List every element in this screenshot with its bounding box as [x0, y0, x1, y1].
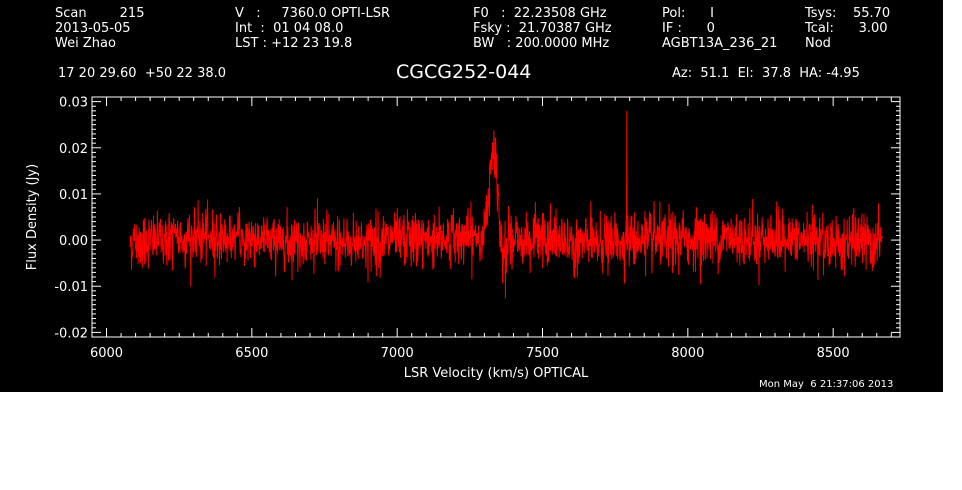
- header-pol-info: Pol: I IF : 0 AGBT13A_236_21: [662, 6, 777, 51]
- header-velocity-info: V : 7360.0 OPTI-LSR Int : 01 04 08.0 LST :…: [235, 6, 390, 51]
- header-date: 2013-05-05: [55, 21, 131, 36]
- header-project: AGBT13A_236_21: [662, 36, 778, 51]
- spectrum-line: [129, 110, 883, 299]
- header-lst: LST : +12 23 19.8: [235, 36, 353, 51]
- source-coordinates: 17 20 29.60 +50 22 38.0: [58, 66, 227, 81]
- header-f0: F0 : 22.23508 GHz: [473, 6, 607, 21]
- header-scan: Scan 215: [55, 6, 145, 21]
- header-scan-info: Scan 215 2013-05-05 Wei Zhao: [55, 6, 144, 51]
- header-fsky: Fsky : 21.70387 GHz: [473, 21, 612, 36]
- spectrum-chart: Flux Density (Jy) 6000 6500 7000 7500 8000 85…: [25, 96, 901, 381]
- header-tsys-info: Tsys: 55.70 Tcal: 3.00 Nod: [805, 6, 890, 51]
- source-name: CGCG252-044: [396, 61, 532, 83]
- header-frequency-info: F0 : 22.23508 GHz Fsky : 21.70387 GHz BW :…: [473, 6, 612, 51]
- x-tick-label: 7500: [526, 346, 559, 361]
- header-tsys: Tsys: 55.70: [805, 6, 891, 21]
- axes: 6000 6500 7000 7500 8000 8500 -0.02 -0.01 0.00 0.…: [54, 96, 901, 381]
- y-tick-label: 0.01: [59, 188, 88, 203]
- y-tick-label: -0.02: [54, 326, 88, 341]
- header-if: IF : 0: [662, 21, 715, 36]
- header-observer: Wei Zhao: [55, 36, 116, 51]
- x-tick-label: 7000: [381, 346, 414, 361]
- x-tick-label: 8000: [671, 346, 704, 361]
- y-axis-label: Flux Density (Jy): [25, 164, 40, 270]
- header-pol: Pol: I: [662, 6, 714, 21]
- x-tick-label: 6000: [90, 346, 123, 361]
- plot-timestamp: Mon May 6 21:37:06 2013: [759, 379, 894, 390]
- y-axis-label-group: Flux Density (Jy): [25, 164, 40, 270]
- header-tcal: Tcal: 3.00: [805, 21, 888, 36]
- plot-panel: Scan 215 2013-05-05 Wei Zhao V : 7360.0 OP…: [0, 0, 943, 392]
- y-tick-label: 0.00: [59, 234, 88, 249]
- x-tick-label: 8500: [817, 346, 850, 361]
- y-tick-label: 0.02: [59, 142, 88, 157]
- y-tick-label: 0.03: [59, 96, 88, 111]
- x-axis-label: LSR Velocity (km/s) OPTICAL: [404, 366, 589, 381]
- header-integration: Int : 01 04 08.0: [235, 21, 344, 36]
- x-tick-label: 6500: [235, 346, 268, 361]
- header-bandwidth: BW : 200.0000 MHz: [473, 36, 610, 51]
- header-velocity: V : 7360.0 OPTI-LSR: [235, 6, 391, 21]
- az-el-ha: Az: 51.1 El: 37.8 HA: -4.95: [672, 66, 860, 81]
- y-tick-label: -0.01: [54, 280, 88, 295]
- spectrum-marks: [129, 110, 883, 299]
- header-procedure: Nod: [805, 36, 831, 51]
